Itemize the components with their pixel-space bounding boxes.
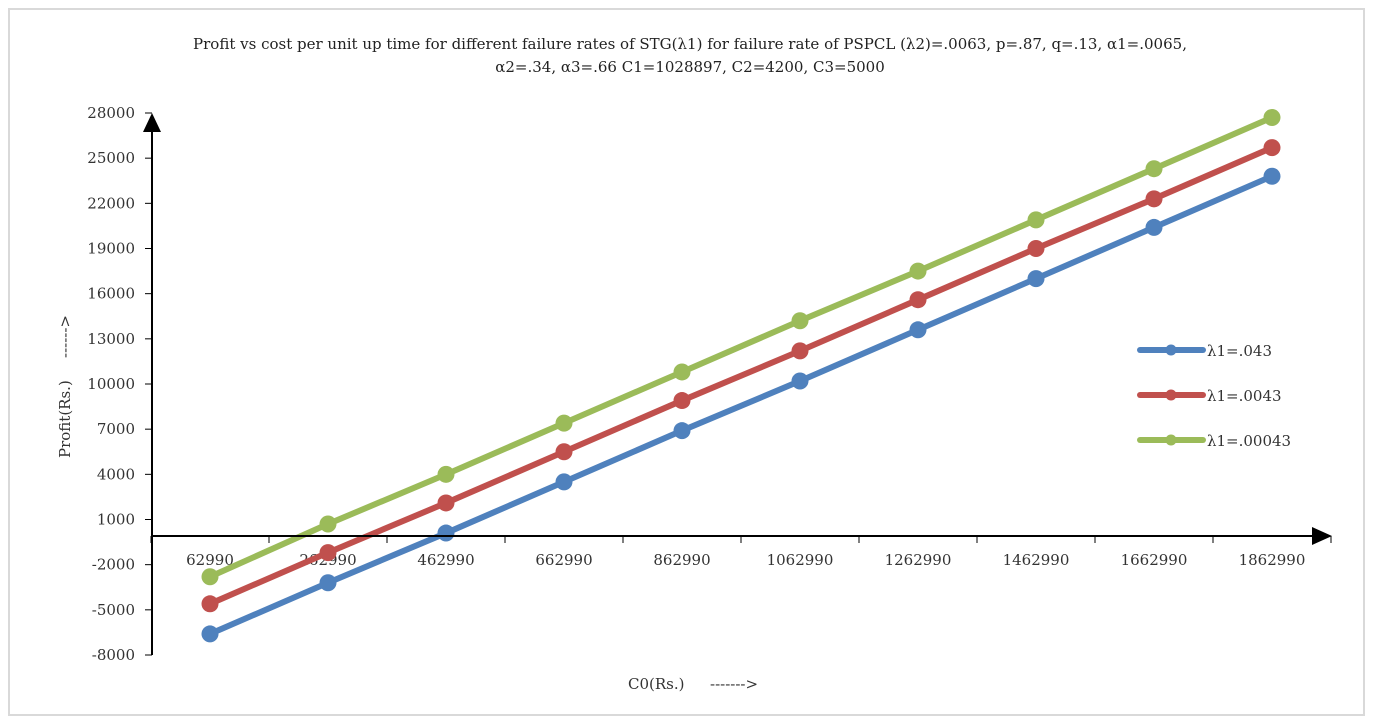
y-axis-label-arrow: ------> [56,315,74,358]
series-group [201,167,1281,643]
y-tick-label: 19000 [87,240,135,258]
legend-label: λ1=.043 [1207,342,1272,360]
y-tick-label: 16000 [87,285,135,303]
x-tick-label: 462990 [417,551,474,569]
y-tick-label: -8000 [92,646,135,664]
series-group [201,139,1281,613]
y-tick-label: -5000 [92,601,135,619]
data-point [1027,240,1045,257]
legend-item: λ1=.0043 [1137,387,1282,405]
y-tick-label: 28000 [87,104,135,122]
data-point [555,473,573,491]
x-axis-label: C0(Rs.) [628,675,684,693]
y-tick-label: 7000 [97,420,135,438]
data-point [201,568,219,586]
data-point [1263,109,1281,127]
legend-item: λ1=.00043 [1137,432,1291,450]
data-point [555,414,573,432]
series-line [207,173,1275,637]
data-point [673,392,691,410]
legend-swatch-marker [1165,344,1177,356]
legend: λ1=.043 λ1=.0043 λ1=.00043 [1137,342,1291,450]
data-point [673,422,691,440]
x-tick-label: 862990 [653,551,710,569]
x-axis-arrow-icon [1312,527,1332,545]
x-axis-label-arrow: -------> [710,675,758,693]
data-point [909,321,927,339]
x-tick-label: 1862990 [1239,551,1306,569]
data-point [319,574,337,592]
y-axis-label: Profit(Rs.) [56,380,74,458]
y-tick-label: -2000 [92,556,135,574]
x-tick-label: 1062990 [767,551,834,569]
y-tick-label: 13000 [87,330,135,348]
data-point [1263,167,1281,185]
data-point [791,342,809,360]
chart-frame [8,8,1365,716]
series-line [207,114,1275,580]
data-point [319,515,337,533]
data-point [909,262,927,280]
data-point [555,443,573,461]
series-group [201,109,1281,586]
data-point [909,291,927,309]
series-layer [201,109,1281,643]
y-axis-arrow-icon [143,113,161,132]
y-tick-label: 4000 [97,465,135,483]
data-point [1027,270,1045,288]
data-point [673,363,691,381]
series-line [207,144,1275,607]
data-point [437,465,455,483]
chart-title-line-2: α2=.34, α3=.66 C1=1028897, C2=4200, C3=5… [495,58,885,76]
data-point [1145,160,1163,178]
data-point [319,544,337,562]
data-point [1027,211,1045,229]
x-axis-ticks: 6299026299046299066299086299010629901262… [150,536,1332,569]
x-tick-label: 662990 [535,551,592,569]
legend-label: λ1=.0043 [1207,387,1282,405]
data-point [1263,139,1281,157]
data-point [437,524,455,542]
legend-item: λ1=.043 [1137,342,1272,360]
data-point [791,312,809,330]
x-tick-label: 62990 [186,551,234,569]
data-point [1145,218,1163,236]
x-tick-label: 1662990 [1121,551,1188,569]
data-point [791,372,809,390]
data-point [201,625,219,643]
x-tick-label: 1262990 [885,551,952,569]
y-tick-label: 10000 [87,375,135,393]
y-tick-label: 25000 [87,149,135,167]
legend-label: λ1=.00043 [1207,432,1291,450]
y-tick-label: 1000 [97,511,135,529]
y-axis-ticks: -8000 -5000 -2000 1000 4000 7000 10000 13000 160… [87,104,152,664]
data-point [1145,190,1163,208]
data-point [201,595,219,613]
legend-swatch-marker [1165,389,1177,401]
chart-title-line-1: Profit vs cost per unit up time for diff… [193,35,1187,53]
legend-swatch-marker [1165,434,1177,446]
y-tick-label: 22000 [87,194,135,212]
x-tick-label: 1462990 [1003,551,1070,569]
data-point [437,494,455,512]
